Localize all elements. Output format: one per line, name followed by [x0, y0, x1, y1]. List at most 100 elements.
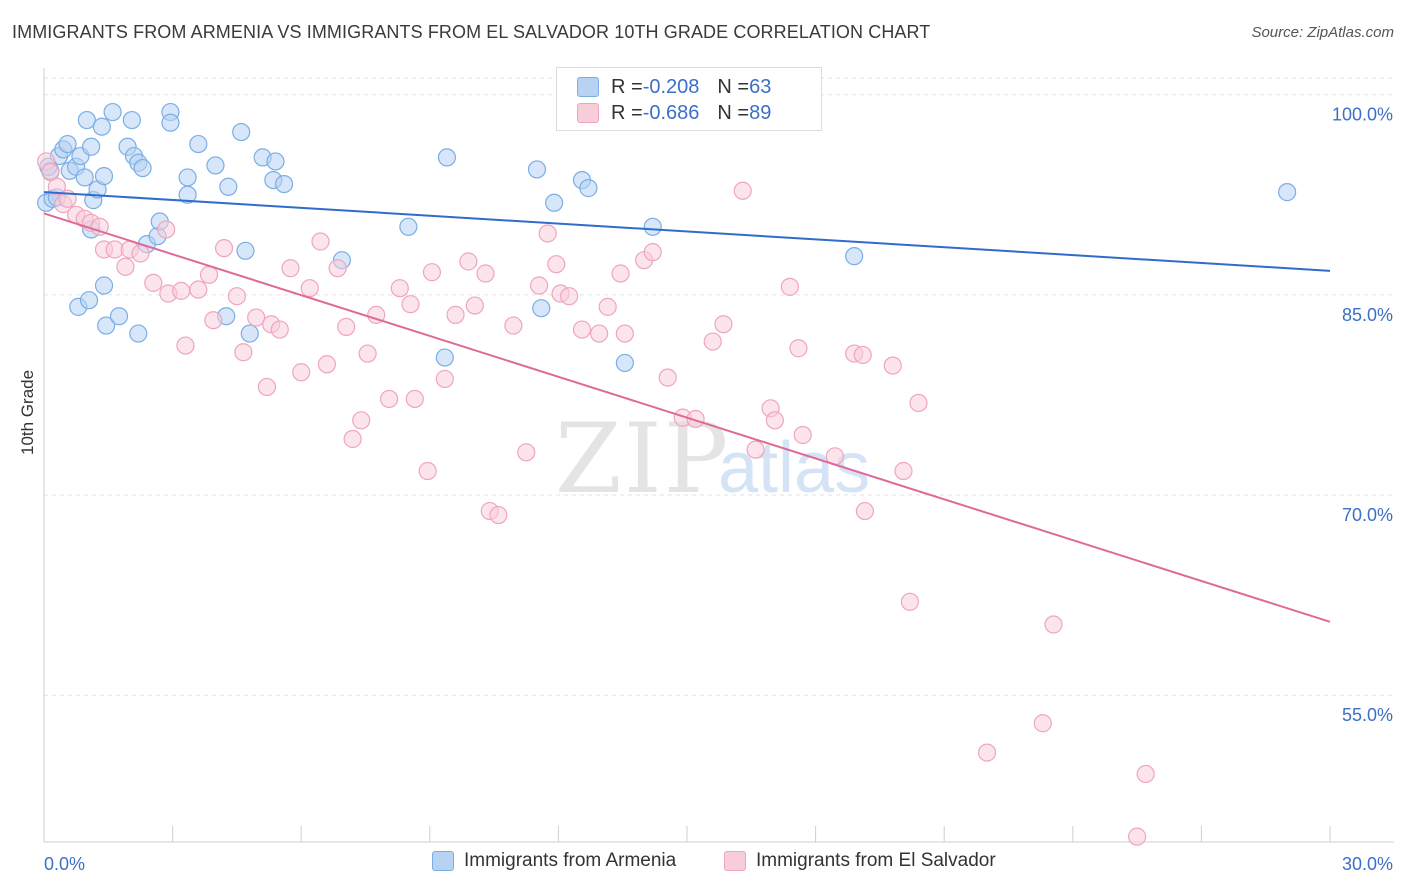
el-salvador-point [435, 369, 454, 389]
el-salvador-point [317, 355, 337, 374]
el-salvador-point [853, 345, 872, 365]
el-salvador-point [793, 425, 812, 445]
el-salvador-point [598, 297, 617, 316]
el-salvador-point [247, 308, 266, 327]
el-salvador-point [686, 409, 705, 429]
armenia-r-value: -0.208 [642, 75, 700, 98]
el-salvador-point [590, 324, 609, 343]
y-axis-title: 10th Grade [18, 369, 37, 455]
armenia-point [615, 353, 634, 373]
el-salvador-point [900, 592, 920, 611]
correlation-legend: R = -0.208 N = 63 R = -0.686 N = 89 [556, 67, 822, 131]
armenia-r-label: R = [611, 75, 643, 98]
el-salvador-point [1136, 764, 1155, 784]
armenia-point [97, 316, 116, 335]
el-salvador-point [352, 411, 371, 430]
legend-swatch-el-salvador [724, 851, 746, 871]
armenia-point [1278, 183, 1297, 202]
armenia-point [266, 152, 285, 171]
armenia-point [178, 185, 197, 204]
el-salvador-point [459, 252, 478, 271]
el-salvador-point [746, 440, 765, 459]
armenia-point [643, 217, 662, 236]
el-salvador-point [547, 255, 566, 274]
el-salvador-n-value: 89 [749, 101, 772, 124]
armenia-point [79, 291, 99, 310]
el-salvador-point [172, 281, 191, 300]
armenia-point [122, 110, 141, 130]
el-salvador-point [422, 263, 442, 282]
el-salvador-point [789, 339, 808, 358]
el-salvador-point [292, 363, 311, 382]
armenia-point [103, 102, 122, 122]
y-tick-label: 85.0% [1342, 305, 1393, 325]
tick-labels: 55.0% 70.0% 85.0% 100.0% 0.0% 30.0% [44, 105, 1393, 874]
el-salvador-n-label: N = [717, 101, 750, 124]
armenia-point [845, 247, 864, 266]
el-salvador-point [131, 244, 150, 263]
armenia-swatch [577, 77, 599, 97]
armenia-point [129, 324, 148, 343]
el-salvador-point [1033, 714, 1052, 733]
el-salvador-r-label: R = [611, 101, 643, 124]
legend-row-armenia: R = -0.208 N = 63 [577, 75, 771, 99]
chart-title: IMMIGRANTS FROM ARMENIA VS IMMIGRANTS FR… [12, 22, 931, 42]
el-salvador-trend-line [43, 212, 1331, 623]
x-tick-label-max: 30.0% [1342, 854, 1393, 874]
el-salvador-point [489, 505, 508, 525]
el-salvador-point [281, 259, 300, 278]
el-salvador-point [1044, 615, 1063, 634]
el-salvador-point [615, 324, 634, 343]
legend-label-armenia: Immigrants from Armenia [464, 850, 677, 871]
el-salvador-point [379, 389, 399, 409]
y-tick-label: 70.0% [1342, 505, 1393, 525]
el-salvador-point [517, 443, 536, 462]
el-salvador-point [401, 295, 420, 314]
source-label: Source: ZipAtlas.com [1251, 24, 1394, 41]
legend-item-armenia[interactable]: Immigrants from Armenia [432, 850, 676, 872]
el-salvador-swatch [577, 103, 599, 123]
el-salvador-point [977, 743, 997, 762]
armenia-point [240, 324, 259, 343]
el-salvador-point [234, 343, 253, 362]
el-salvador-point [572, 320, 592, 339]
el-salvador-point [343, 429, 362, 449]
el-salvador-point [47, 177, 66, 196]
el-salvador-point [328, 259, 347, 278]
el-salvador-r-value: -0.686 [642, 101, 700, 124]
armenia-point [178, 168, 197, 187]
el-salvador-point [116, 257, 135, 276]
trend-lines [43, 191, 1331, 623]
gridlines [44, 77, 1392, 696]
armenia-point [206, 156, 225, 175]
armenia-point [82, 137, 101, 156]
el-salvador-point [643, 243, 662, 262]
el-salvador-point [300, 279, 319, 298]
armenia-point [94, 166, 114, 186]
el-salvador-point [176, 336, 195, 355]
el-salvador-point [257, 377, 277, 397]
armenia-point [532, 299, 551, 318]
el-salvador-point [855, 501, 874, 521]
armenia-point [545, 193, 564, 212]
el-salvador-point [270, 320, 289, 339]
legend-swatch-armenia [432, 851, 454, 871]
armenia-point [274, 175, 294, 194]
armenia-n-value: 63 [749, 75, 772, 98]
armenia-point [435, 348, 454, 367]
armenia-point [189, 134, 208, 154]
legend-label-el-salvador: Immigrants from El Salvador [756, 850, 996, 871]
armenia-point [58, 134, 77, 154]
el-salvador-point [611, 264, 630, 283]
series-armenia [37, 102, 1297, 373]
armenia-point [77, 110, 96, 130]
el-salvador-point [144, 273, 163, 292]
el-salvador-point [311, 232, 330, 251]
legend-item-el-salvador[interactable]: Immigrants from El Salvador [724, 850, 996, 872]
armenia-point [75, 168, 94, 187]
el-salvador-point [390, 279, 409, 298]
el-salvador-point [337, 317, 356, 336]
y-tick-label: 100.0% [1332, 105, 1393, 125]
